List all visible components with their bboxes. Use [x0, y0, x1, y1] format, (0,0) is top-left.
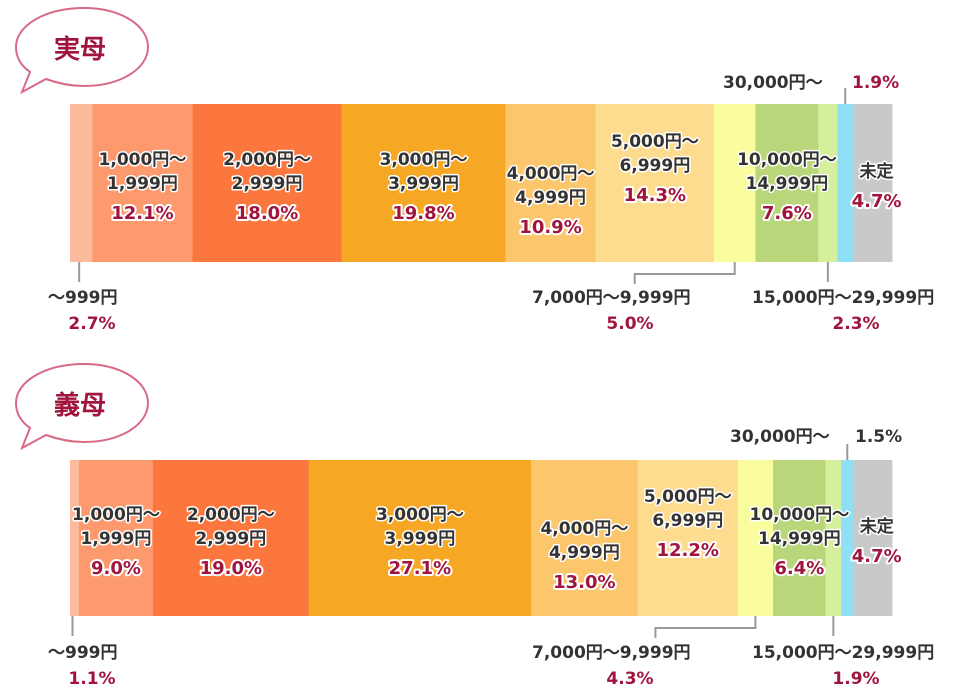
bar-label-undecided: 未定 — [859, 516, 894, 537]
label-30000: 30,000円〜 — [723, 73, 823, 93]
bar-3000 — [341, 104, 506, 262]
bar-value-1000: 9.0% — [91, 558, 141, 579]
pct-15000: 1.9% — [832, 669, 879, 689]
bar-value-3000: 19.8% — [392, 203, 454, 224]
label-30000: 30,000円〜 — [730, 427, 830, 447]
bar-10000 — [773, 460, 826, 616]
bar-3000 — [308, 460, 532, 616]
bar-value-5000: 12.2% — [657, 540, 719, 561]
bar-value-undecided: 4.7% — [852, 191, 902, 212]
pct-15000: 2.3% — [832, 314, 879, 334]
bar-value-10000: 7.6% — [762, 203, 812, 224]
bar-label-3000: 3,000円〜 — [380, 150, 468, 170]
label-15000: 15,000円〜29,999円 — [752, 288, 934, 308]
bar-value-4000: 10.9% — [519, 217, 581, 238]
bar-label-2000: 2,999円 — [232, 174, 303, 194]
chart-title: 実母 — [54, 34, 106, 65]
pct-7000: 5.0% — [606, 314, 653, 334]
chart-gibo: 義母 1,000円〜 1,999円 9.0% 2,000円〜 2,999円 19.0% 3,… — [14, 362, 904, 638]
bar-undecided — [853, 460, 893, 616]
bar-label-10000: 10,000円〜 — [737, 150, 837, 170]
bar-label-5000: 5,000円〜 — [611, 132, 699, 152]
bar-label-3000: 3,999円 — [388, 174, 459, 194]
bar-label-undecided: 未定 — [859, 161, 894, 182]
bar-10000 — [755, 104, 819, 262]
bar-label-10000: 10,000円〜 — [749, 505, 849, 525]
bar-undecided — [853, 104, 893, 262]
bar-15000 — [825, 460, 842, 616]
bar-label-4000: 4,999円 — [515, 188, 586, 208]
bar-value-5000: 14.3% — [624, 185, 686, 206]
label-7000: 7,000円〜9,999円 — [532, 288, 691, 308]
bar-label-1000: 1,000円〜 — [99, 150, 187, 170]
bar-track: 1,000円〜 1,999円 12.1% 2,000円〜 2,999円 18.0% 3,00… — [70, 88, 904, 284]
chart-title: 義母 — [54, 391, 106, 421]
label-under-999: 〜999円 — [48, 643, 118, 663]
bar-label-10000: 14,999円 — [746, 174, 829, 194]
bar-value-undecided: 4.7% — [852, 546, 902, 567]
bar-15000 — [818, 104, 838, 262]
bar-label-5000: 6,999円 — [652, 511, 723, 531]
bar-label-4000: 4,000円〜 — [507, 164, 595, 184]
bar-value-2000: 19.0% — [200, 558, 262, 579]
label-7000: 7,000円〜9,999円 — [532, 643, 691, 663]
speech-bubble-icon — [14, 362, 150, 451]
bar-label-2000: 2,999円 — [195, 529, 266, 549]
bar-1000 — [79, 460, 154, 616]
bar-5000 — [595, 104, 715, 262]
bar-under-999 — [70, 460, 80, 616]
bar-7000 — [737, 460, 774, 616]
pct-under-999: 1.1% — [68, 669, 115, 689]
bar-value-3000: 27.1% — [389, 558, 451, 579]
title-bubble-jitsubo: 実母 — [14, 6, 150, 95]
bar-value-10000: 6.4% — [774, 558, 824, 579]
bar-2000 — [192, 104, 342, 262]
annotations-jitsubo: 30,000円〜 1.9% 7,000円〜9,999円 5.0% 15,000円… — [48, 73, 934, 334]
chart-jitsubo: 実母 1,000円〜 1,999円 12.1% 2,000円〜 2,999円 18.0% 3… — [14, 6, 904, 284]
bar-label-2000: 2,000円〜 — [187, 505, 275, 525]
annotations-gibo: 30,000円〜 1.5% 7,000円〜9,999円 4.3% 15,000円… — [48, 427, 934, 689]
pct-30000: 1.5% — [855, 427, 902, 447]
bar-label-5000: 5,000円〜 — [644, 487, 732, 507]
bar-7000 — [714, 104, 756, 262]
bar-label-1000: 1,999円 — [81, 529, 152, 549]
bar-under-999 — [70, 104, 93, 262]
bar-label-5000: 6,999円 — [619, 156, 690, 176]
bar-label-1000: 1,000円〜 — [72, 505, 160, 525]
bar-label-3000: 3,999円 — [384, 529, 455, 549]
label-15000: 15,000円〜29,999円 — [752, 643, 934, 663]
bar-label-1000: 1,999円 — [107, 174, 178, 194]
bar-30000 — [841, 460, 854, 616]
leader-7000 — [633, 262, 736, 284]
bar-value-4000: 13.0% — [553, 572, 615, 593]
pct-under-999: 2.7% — [68, 314, 115, 334]
pct-30000: 1.9% — [852, 73, 899, 93]
label-under-999: 〜999円 — [48, 288, 118, 308]
bar-5000 — [637, 460, 739, 616]
leader-7000 — [654, 616, 757, 638]
bar-label-10000: 14,999円 — [758, 529, 841, 549]
speech-bubble-icon — [14, 6, 150, 95]
bar-label-3000: 3,000円〜 — [376, 505, 464, 525]
bar-4000 — [505, 104, 597, 262]
bar-value-1000: 12.1% — [111, 203, 173, 224]
bar-30000 — [837, 104, 854, 262]
bar-4000 — [531, 460, 639, 616]
pct-7000: 4.3% — [606, 669, 653, 689]
bar-track: 1,000円〜 1,999円 9.0% 2,000円〜 2,999円 19.0% 3,000… — [70, 444, 904, 638]
bar-label-4000: 4,999円 — [549, 543, 620, 563]
title-bubble-gibo: 義母 — [14, 362, 150, 451]
bar-label-2000: 2,000円〜 — [223, 150, 311, 170]
bar-2000 — [152, 460, 310, 616]
bar-value-2000: 18.0% — [236, 203, 298, 224]
bar-label-4000: 4,000円〜 — [540, 519, 628, 539]
bar-1000 — [92, 104, 193, 262]
